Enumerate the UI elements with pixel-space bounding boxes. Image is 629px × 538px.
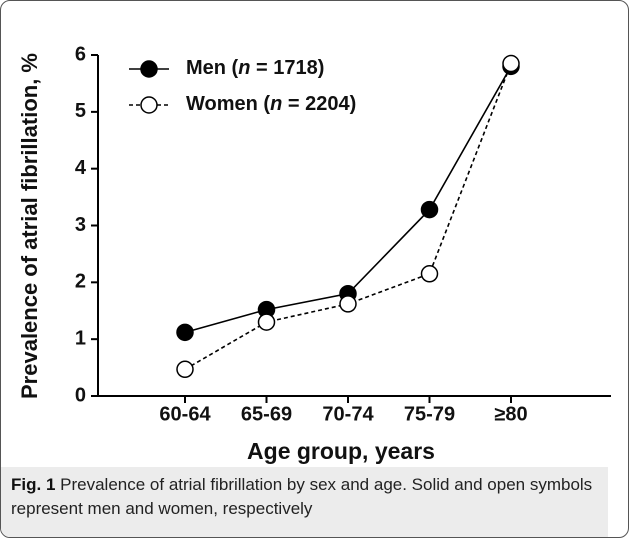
caption: Fig. 1 Prevalence of atrial fibrillation… bbox=[1, 467, 608, 537]
legend-label-part: Men ( bbox=[186, 57, 239, 79]
y-tick-label: 3 bbox=[75, 214, 86, 236]
caption-label: Fig. 1 bbox=[11, 475, 56, 494]
y-tick-label: 5 bbox=[75, 100, 86, 122]
y-tick-label: 1 bbox=[75, 327, 86, 349]
point bbox=[420, 265, 439, 283]
legend-marker bbox=[140, 60, 158, 78]
y-tick-label: 6 bbox=[75, 43, 86, 65]
y-axis-label: Prevalence of atrial fibrillation, % bbox=[17, 53, 42, 399]
y-tick-label: 2 bbox=[75, 271, 86, 293]
x-tick-label: 70-74 bbox=[322, 403, 374, 425]
x-tick-label: 65-69 bbox=[241, 403, 292, 425]
x-tick-label: 60-64 bbox=[159, 403, 211, 425]
point bbox=[176, 360, 194, 379]
legend-marker bbox=[140, 96, 158, 114]
point bbox=[339, 295, 357, 313]
x-axis-label: Age group, years bbox=[247, 438, 435, 464]
chart: Age group, years Prevalence of atrial fi… bbox=[17, 43, 611, 464]
legend-label-part: n bbox=[238, 57, 250, 79]
legend-label-part: = 2204) bbox=[282, 93, 356, 115]
legend-label-part: n bbox=[270, 93, 282, 115]
x-tick-label: ≥80 bbox=[494, 403, 527, 425]
legend-label: Men (n = 1718) bbox=[186, 57, 324, 79]
point bbox=[502, 54, 520, 73]
legend-label-part: Women ( bbox=[186, 93, 270, 115]
caption-text: Prevalence of atrial fibrillation by sex… bbox=[11, 475, 593, 518]
y-tick-label: 4 bbox=[75, 157, 87, 179]
point bbox=[257, 313, 276, 331]
y-tick-label: 0 bbox=[75, 384, 86, 406]
legend-label-part: = 1718) bbox=[250, 57, 324, 79]
x-tick-label: 75-79 bbox=[404, 403, 455, 425]
legend-label: Women (n = 2204) bbox=[186, 93, 356, 115]
point bbox=[420, 200, 439, 219]
point bbox=[176, 323, 194, 342]
